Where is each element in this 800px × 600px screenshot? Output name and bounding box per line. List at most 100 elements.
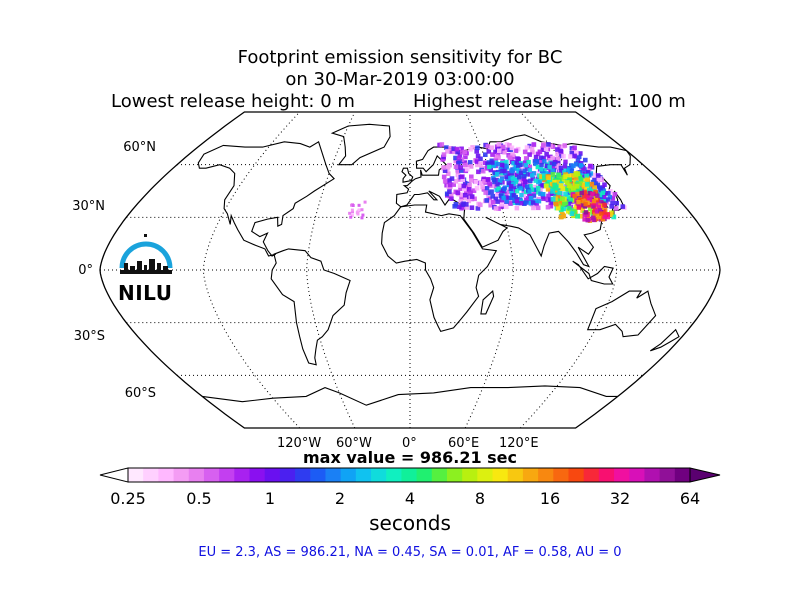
footprint-cell <box>463 196 468 201</box>
footprint-cell <box>514 160 519 165</box>
lon-label-120e: 120°E <box>499 436 539 451</box>
colorbar-swatch <box>325 468 342 482</box>
footprint-cell <box>508 200 514 206</box>
footprint-cell <box>357 203 361 207</box>
footprint-cell <box>585 177 590 183</box>
lat-label-60n: 60°N <box>123 140 156 155</box>
footprint-cell <box>487 164 492 170</box>
footprint-cell <box>592 185 597 191</box>
footprint-cell <box>473 179 479 185</box>
footprint-cell <box>579 190 584 196</box>
footprint-cell <box>523 189 529 195</box>
footprint-cell <box>522 168 527 173</box>
footprint-cell <box>478 180 484 186</box>
footprint-cell <box>550 185 556 191</box>
footprint-cell <box>478 161 483 166</box>
footprint-cell <box>563 167 568 172</box>
footprint-cell <box>503 166 508 171</box>
footprint-cell <box>605 214 610 220</box>
footprint-cell <box>586 203 592 208</box>
footprint-cell <box>495 182 500 187</box>
footprint-cell <box>445 164 451 170</box>
colorbar-swatch <box>173 468 190 482</box>
footprint-cell <box>485 177 491 182</box>
footprint-cell <box>478 156 483 162</box>
colorbar-swatch <box>583 468 600 482</box>
footprint-cell <box>587 190 592 196</box>
colorbar-swatch <box>629 468 646 482</box>
footprint-cell <box>574 150 579 156</box>
footprint-cell <box>571 148 577 153</box>
colorbar-swatch <box>355 468 372 482</box>
meridian <box>306 111 356 429</box>
footprint-cell <box>614 200 619 206</box>
footprint-cell <box>482 179 487 184</box>
footprint-cell <box>593 181 598 186</box>
colorbar-tick: 8 <box>474 489 486 508</box>
colorbar-swatch <box>279 468 296 482</box>
footprint-cell <box>462 160 468 165</box>
footprint-cell <box>499 148 505 154</box>
footprint-cell <box>527 152 532 157</box>
footprint-cell <box>458 186 463 191</box>
footprint-cell <box>482 160 488 166</box>
colorbar-swatch <box>234 468 251 482</box>
footprint-cell <box>620 204 626 209</box>
lon-label-0: 0° <box>402 436 417 451</box>
nilu-logo <box>119 234 173 274</box>
footprint-cell <box>593 211 598 216</box>
footprint-cell <box>472 196 477 202</box>
footprint-cell <box>596 204 601 209</box>
footprint-cell <box>555 163 560 168</box>
footprint-cell <box>457 159 462 164</box>
footprint-cell <box>533 178 538 183</box>
coastline-greenland <box>330 123 391 166</box>
footprint-cell <box>484 166 490 171</box>
footprint-cell <box>516 169 521 174</box>
colorbar-swatch <box>249 468 266 482</box>
footprint-cell <box>512 166 517 171</box>
colorbar-swatch <box>386 468 403 482</box>
footprint-cell <box>523 179 528 184</box>
footprint-cell <box>609 204 614 209</box>
footprint-cell <box>543 183 549 189</box>
footprint-cell <box>476 169 481 175</box>
footprint-cell <box>556 172 561 178</box>
footprint-cell <box>513 194 518 200</box>
footprint-cell <box>491 177 497 182</box>
coastline-north-america <box>197 140 335 257</box>
footprint-cell <box>454 146 460 152</box>
footprint-cell <box>513 148 519 154</box>
footprint-cell <box>488 167 493 173</box>
footprint-cell <box>558 148 563 154</box>
footprint-cell <box>591 172 597 178</box>
footprint-cell <box>544 196 550 202</box>
footprint-cell <box>451 146 456 151</box>
footprint-cell <box>572 193 577 199</box>
footprint-cell <box>539 183 545 188</box>
footprint-cell <box>523 163 528 168</box>
colorbar-swatch <box>371 468 387 482</box>
footprint-cell <box>582 212 587 217</box>
footprint-cell <box>585 213 590 218</box>
footprint-cell <box>545 204 551 210</box>
footprint-cell <box>457 153 463 158</box>
footprint-cell <box>546 175 551 180</box>
footprint-cell <box>528 195 534 201</box>
footprint-cell <box>613 206 619 211</box>
footprint-cell <box>578 181 583 186</box>
footprint-cell <box>497 178 503 183</box>
footprint-cell <box>522 149 528 155</box>
footprint-cell <box>504 174 509 180</box>
footprint-cell <box>541 196 546 201</box>
footprint-cell <box>462 192 468 198</box>
footprint-cell <box>489 189 494 194</box>
footprint-cell <box>504 199 509 204</box>
footprint-cell <box>515 156 520 161</box>
footprint-cell <box>508 186 513 192</box>
footprint-cell <box>597 192 603 198</box>
footprint-cell <box>349 215 353 219</box>
footprint-cell <box>565 208 571 214</box>
footprint-cell <box>498 194 503 199</box>
footprint-cell <box>597 176 603 181</box>
